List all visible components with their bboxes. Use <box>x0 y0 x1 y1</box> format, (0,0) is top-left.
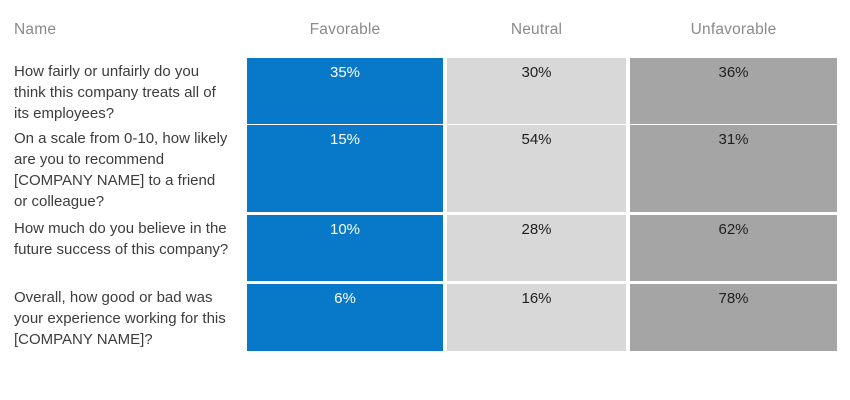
favorable-cell: 6% <box>247 284 443 351</box>
column-header-name: Name <box>14 21 57 38</box>
unfavorable-cell: 31% <box>630 125 837 212</box>
column-header-unfavorable: Unfavorable <box>690 21 777 38</box>
survey-results-table: Name Favorable Neutral Unfavorable How f… <box>0 0 850 351</box>
neutral-cell: 16% <box>447 284 626 351</box>
question-text: How much do you believe in the future su… <box>14 220 229 258</box>
column-header-neutral: Neutral <box>510 21 563 38</box>
question-text: On a scale from 0-10, how likely are you… <box>14 130 228 210</box>
favorable-cell: 35% <box>247 58 443 124</box>
table-row: How fairly or unfairly do you think this… <box>0 58 850 124</box>
table-row: Overall, how good or bad was your experi… <box>0 284 850 351</box>
column-header-favorable: Favorable <box>309 21 381 38</box>
unfavorable-cell: 78% <box>630 284 837 351</box>
unfavorable-cell: 36% <box>630 58 837 124</box>
table-row: On a scale from 0-10, how likely are you… <box>0 125 850 212</box>
table-row: How much do you believe in the future su… <box>0 215 850 281</box>
question-text: How fairly or unfairly do you think this… <box>14 63 216 122</box>
neutral-cell: 28% <box>447 215 626 281</box>
question-text: Overall, how good or bad was your experi… <box>14 289 226 348</box>
neutral-cell: 54% <box>447 125 626 212</box>
table-header-row: Name Favorable Neutral Unfavorable <box>0 0 850 58</box>
favorable-cell: 15% <box>247 125 443 212</box>
table-body: How fairly or unfairly do you think this… <box>0 58 850 351</box>
unfavorable-cell: 62% <box>630 215 837 281</box>
neutral-cell: 30% <box>447 58 626 124</box>
favorable-cell: 10% <box>247 215 443 281</box>
